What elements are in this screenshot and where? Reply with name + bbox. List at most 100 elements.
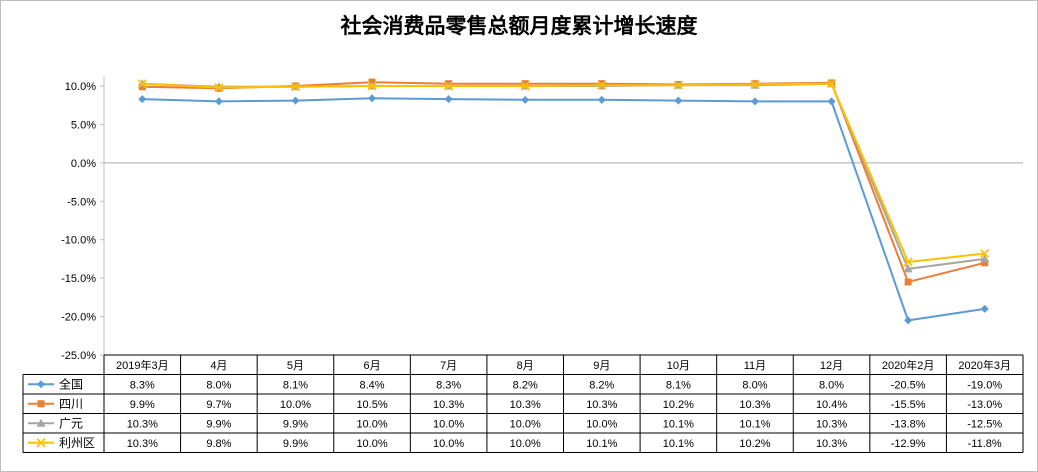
data-label: 10.0% (586, 418, 617, 430)
data-point (674, 96, 683, 105)
plot-area: 10.0% 5.0% 0.0% -5.0% -10.0% -15.0% -20.0% -25.… (61, 76, 1023, 362)
data-label: 10.0% (433, 418, 464, 430)
data-point (444, 81, 454, 91)
marker-stroke (980, 248, 990, 259)
y-tick-label: 5.0% (71, 119, 96, 131)
y-tick-label: 10.0% (65, 81, 96, 93)
data-label: -12.5% (967, 418, 1002, 430)
data-label: 10.3% (816, 418, 847, 430)
x-tick-label: 8月 (517, 360, 534, 372)
data-label: 8.3% (130, 379, 155, 391)
data-label: 10.3% (127, 438, 158, 450)
marker-stroke (444, 81, 454, 91)
data-label: 10.0% (510, 418, 541, 430)
data-label: 10.3% (510, 399, 541, 411)
y-tick-label: -10.0% (61, 235, 96, 247)
data-label: 10.0% (510, 438, 541, 450)
legend-key-marker (37, 400, 45, 408)
data-point (444, 95, 453, 104)
legend-label: 广元 (59, 416, 83, 430)
data-label: 9.8% (206, 438, 231, 450)
data-label: -19.0% (967, 379, 1002, 391)
data-point (597, 95, 606, 104)
data-label: 9.9% (130, 399, 155, 411)
data-point (290, 82, 301, 92)
x-tick-label: 9月 (593, 360, 610, 372)
legend-key-marker (37, 380, 45, 389)
y-tick-label: -15.0% (61, 273, 96, 285)
data-label: 9.7% (206, 399, 231, 411)
legend-label: 全国 (59, 376, 83, 391)
data-point (138, 95, 147, 104)
data-label: 9.9% (283, 438, 308, 450)
data-label: 9.9% (206, 418, 231, 430)
data-point (214, 82, 224, 93)
series-line-1 (142, 81, 985, 284)
x-tick-label: 2020年2月 (882, 358, 935, 372)
x-tick-label: 6月 (363, 360, 380, 372)
marker-stroke (214, 82, 224, 93)
data-point (827, 97, 836, 106)
data-label: 9.9% (283, 418, 308, 430)
data-label: 10.0% (433, 438, 464, 450)
data-label: 10.1% (663, 418, 694, 430)
data-label: -20.5% (891, 379, 926, 391)
data-point (520, 81, 530, 91)
data-point (980, 248, 990, 259)
data-point (597, 80, 607, 90)
data-point (750, 97, 759, 106)
legend-key-marker (36, 438, 46, 448)
data-point (673, 80, 683, 90)
series-line-3 (142, 82, 985, 264)
legend-label: 利州区 (59, 436, 95, 450)
chart-title: 社会消费品零售总额月度累计增长速度 (340, 13, 698, 38)
data-point (904, 278, 912, 286)
data-label: 8.1% (283, 379, 308, 391)
data-label: 8.1% (666, 379, 691, 391)
data-point (981, 259, 989, 267)
data-label: 10.4% (816, 399, 847, 411)
data-label: 10.0% (356, 418, 387, 430)
data-label: 10.3% (816, 438, 847, 450)
data-point (903, 257, 913, 267)
data-label: 8.0% (819, 379, 844, 391)
data-label: 10.0% (356, 438, 387, 450)
data-label: 8.4% (360, 379, 385, 391)
y-tick-label: 0.0% (71, 158, 96, 170)
data-label: -15.5% (891, 399, 926, 411)
marker-stroke (367, 81, 377, 91)
marker-stroke (750, 79, 760, 90)
data-label: 10.3% (127, 418, 158, 430)
y-tick-label: -5.0% (67, 196, 96, 208)
data-point (137, 79, 147, 89)
y-tick-label: -20.0% (61, 312, 96, 324)
data-point (214, 97, 223, 106)
marker-stroke (290, 82, 301, 92)
data-label: 10.3% (433, 399, 464, 411)
data-label: 10.2% (739, 438, 770, 450)
x-tick-label: 4月 (210, 360, 227, 372)
data-label: -13.0% (967, 399, 1002, 411)
data-point (826, 79, 837, 89)
y-tick-label: -25.0% (61, 350, 96, 362)
data-label: -12.9% (891, 438, 926, 450)
legend-key-marker (36, 418, 46, 427)
data-label: 10.0% (280, 399, 311, 411)
x-tick-label: 2020年3月 (958, 358, 1011, 372)
data-point (750, 79, 760, 90)
series-line-0 (142, 97, 985, 322)
data-point (904, 316, 913, 325)
data-label: 10.3% (586, 399, 617, 411)
data-point (291, 96, 300, 105)
data-label: 10.3% (739, 399, 770, 411)
x-tick-label: 7月 (440, 360, 457, 372)
marker-stroke (826, 79, 837, 89)
data-label: 8.2% (589, 379, 614, 391)
legend-label: 四川 (59, 397, 83, 411)
data-label: 8.3% (436, 379, 461, 391)
marker-stroke (673, 80, 683, 90)
data-point (903, 264, 913, 273)
data-label: 8.0% (742, 379, 767, 391)
